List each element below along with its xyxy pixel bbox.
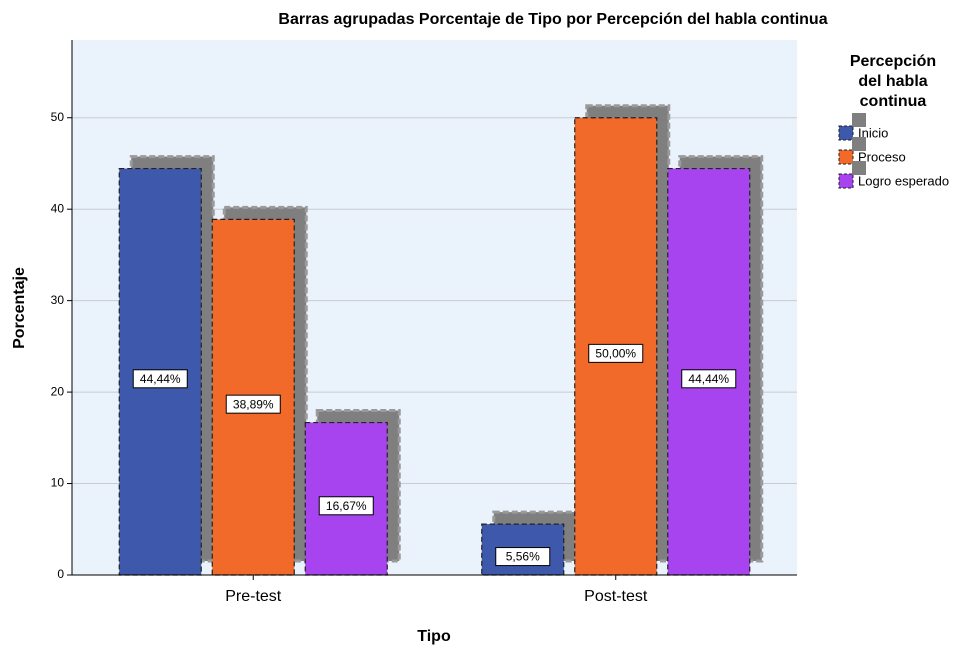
y-axis-label: Porcentaje	[11, 267, 28, 349]
legend-shadow	[852, 137, 866, 151]
legend-label: Inicio	[858, 125, 888, 140]
legend-shadow	[852, 113, 866, 127]
y-tick-label: 40	[51, 201, 65, 215]
y-tick-label: 50	[51, 110, 65, 124]
value-label-box	[681, 369, 737, 389]
legend-label: Logro esperado	[858, 173, 949, 188]
value-label-box	[225, 394, 281, 414]
y-tick-label: 10	[51, 476, 65, 490]
value-label: 44,44%	[140, 372, 181, 386]
value-label: 50,00%	[595, 347, 636, 361]
y-tick-label: 20	[51, 384, 65, 398]
legend-swatch	[838, 125, 854, 141]
legend-title: Percepción del habla continua	[850, 53, 936, 110]
legend-swatch	[838, 173, 854, 189]
legend-swatch	[838, 149, 854, 165]
value-label: 5,56%	[506, 550, 540, 564]
value-label-box	[132, 369, 188, 389]
legend-label: Proceso	[858, 149, 906, 164]
y-tick-label: 30	[51, 293, 65, 307]
value-label-box	[588, 343, 644, 363]
chart-title: Barras agrupadas Porcentaje de Tipo por …	[278, 11, 827, 28]
y-tick-label: 0	[57, 567, 64, 581]
value-label-box	[495, 547, 551, 567]
x-axis-label: Tipo	[417, 628, 451, 645]
legend-shadow	[852, 161, 866, 175]
value-label: 44,44%	[688, 372, 729, 386]
value-label: 38,89%	[233, 397, 274, 411]
value-label: 16,67%	[326, 499, 367, 513]
x-tick-label: Pre-test	[225, 588, 282, 605]
x-tick-label: Post-test	[584, 588, 648, 605]
value-label-box	[318, 496, 374, 516]
